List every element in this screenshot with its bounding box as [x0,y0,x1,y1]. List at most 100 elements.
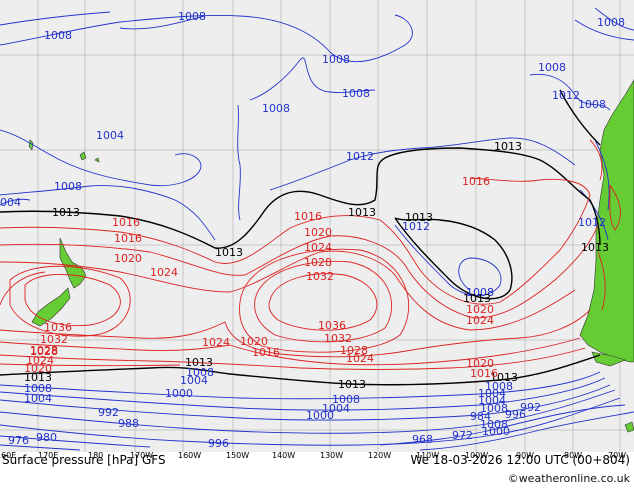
isobar-label: 1016 [114,232,142,245]
isobar-label: 1024 [202,336,230,349]
isobar-label: 1013 [405,211,433,224]
tierra-del-fuego [591,351,626,367]
isobar-label: 1013 [494,140,522,153]
south-america [579,79,634,363]
isobar-label: 1008 [186,366,214,379]
isobar-label: 1032 [40,333,68,346]
isobar-label: 1008 [466,286,494,299]
isobar-labels: 1008 1008 1008 1008 1008 1008 1004 1008 … [0,10,625,450]
isobar-label: 1008 [480,418,508,431]
isobar-label: 1036 [318,319,346,332]
isobar-label: 972 [452,429,473,442]
isobar-label: 1013 [215,246,243,259]
isobar-label: 1020 [466,357,494,370]
isobars-mid [0,89,601,386]
isobar-label: 1012 [552,89,580,102]
isobar-label: 1013 [338,378,366,391]
isobar-label: 1024 [346,352,374,365]
sea-background [0,0,634,452]
isobar-label: 1008 [342,87,370,100]
isobar-label: 004 [0,196,21,209]
longitude-label: 180 [88,451,103,460]
isobar-label: 1004 [24,392,52,405]
isobar-label: 992 [520,401,541,414]
longitude-labels: 160E 170E 180 170W 160W 150W 140W 130W 1… [0,451,626,460]
isobar-label: 968 [412,433,433,446]
isobar-label: 1020 [24,362,52,375]
isobar-label: 1004 [478,394,506,407]
isobar-label: 1020 [240,335,268,348]
isobar-label: 1028 [304,256,332,269]
map-title: Surface pressure [hPa] GFS [2,453,166,467]
isobar-label: 1028 [340,344,368,357]
longitude-label: 140W [272,451,295,460]
isobar-label: 1020 [466,303,494,316]
isobar-label: 1012 [346,150,374,163]
isobar-label: 1016 [112,216,140,229]
longitude-label: 90W [516,451,534,460]
isobar-label: 1024 [26,354,54,367]
fiji-islands [79,151,100,163]
isobar-label: 1032 [306,270,334,283]
longitude-label: 170W [130,451,153,460]
isobar-label: 1008 [178,10,206,23]
isobar-label: 1016 [294,210,322,223]
isobar-label: 1008 [54,180,82,193]
isobar-label: 1008 [332,393,360,406]
valid-time: We 18-03-2026 12:00 UTC (00+804) [410,453,630,467]
isobar-label: 1036 [44,321,72,334]
isobar-label: 1008 [44,29,72,42]
isobar-label: 1028 [30,345,58,358]
isobar-label: 1008 [24,382,52,395]
credit-link[interactable]: ©weatheronline.co.uk [507,472,630,485]
footer-strip [0,452,634,490]
isobar-label: 1004 [478,387,506,400]
longitude-label: 150W [226,451,249,460]
longitude-label: 170E [38,451,58,460]
isobar-label: 976 [8,434,29,447]
isobar-label: 1008 [578,98,606,111]
isobar-label: 1004 [180,374,208,387]
isobar-label: 1000 [306,409,334,422]
longitude-label: 130W [320,451,343,460]
landmasses [28,79,634,433]
isobars-low [0,7,634,451]
isobar-label: 1012 [578,216,606,229]
isobar-label: 984 [470,410,491,423]
isobar-label: 1020 [114,252,142,265]
isobar-label: 988 [118,417,139,430]
falklands [624,421,634,433]
longitude-label: 120W [368,451,391,460]
isobars-high [0,139,621,370]
vanuatu-islands [28,139,34,151]
isobar-label: 1013 [581,241,609,254]
isobar-label: 1008 [538,61,566,74]
longitude-label: 70W [608,451,626,460]
longitude-label: 80W [564,451,582,460]
isobar-label: 1012 [402,220,430,233]
isobar-label: 1028 [30,344,58,357]
isobar-label: 1004 [322,402,350,415]
isobar-label: 1024 [466,314,494,327]
isobar-label: 1013 [463,292,491,305]
isobar-label: 1008 [262,102,290,115]
isobar-label: 992 [98,406,119,419]
isobar-label: 1013 [185,356,213,369]
isobar-label: 1008 [480,402,508,415]
graticule [0,0,634,452]
isobar-label: 1013 [24,371,52,384]
longitude-label: 100W [465,451,488,460]
isobar-label: 996 [505,408,526,421]
isobar-label: 1000 [165,387,193,400]
isobar-label: 1024 [304,241,332,254]
isobar-label: 1004 [96,129,124,142]
longitude-label: 110W [416,451,439,460]
isobar-label: 1008 [597,16,625,29]
longitude-label: 160E [0,451,16,460]
isobar-label: 1008 [322,53,350,66]
isobar-label: 1024 [150,266,178,279]
isobar-label: 1000 [482,425,510,438]
isobar-label: 1016 [470,367,498,380]
longitude-label: 160W [178,451,201,460]
